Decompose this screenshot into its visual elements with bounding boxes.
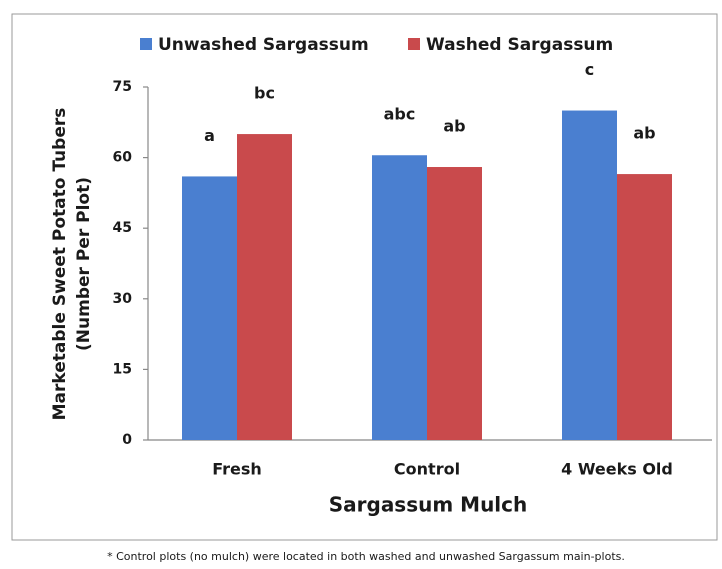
y-tick-label: 15 bbox=[113, 361, 132, 377]
x-tick-label: Control bbox=[394, 460, 460, 479]
y-tick-label: 75 bbox=[113, 79, 132, 95]
annotation: abc bbox=[384, 105, 416, 124]
legend-swatch bbox=[140, 38, 152, 50]
bar bbox=[427, 167, 482, 440]
legend-label: Unwashed Sargassum bbox=[158, 35, 369, 55]
bar bbox=[237, 134, 292, 441]
annotation: bc bbox=[254, 84, 275, 103]
legend-label: Washed Sargassum bbox=[426, 35, 613, 55]
bar bbox=[372, 155, 427, 440]
annotation: ab bbox=[443, 117, 465, 136]
footnote: * Control plots (no mulch) were located … bbox=[107, 550, 625, 563]
y-tick-label: 60 bbox=[113, 150, 133, 166]
x-axis-title: Sargassum Mulch bbox=[329, 493, 528, 517]
y-axis-title: Marketable Sweet Potato Tubers bbox=[50, 108, 70, 421]
annotation: c bbox=[585, 60, 594, 79]
y-tick-label: 0 bbox=[122, 432, 132, 448]
bar bbox=[182, 176, 237, 440]
x-tick-label: 4 Weeks Old bbox=[561, 460, 673, 479]
y-tick-label: 45 bbox=[113, 220, 132, 236]
annotation: a bbox=[204, 126, 215, 145]
y-tick-label: 30 bbox=[113, 291, 133, 307]
chart-border bbox=[11, 13, 718, 541]
bar bbox=[562, 110, 617, 441]
legend-swatch bbox=[408, 38, 420, 50]
annotation: ab bbox=[633, 124, 655, 143]
x-tick-label: Fresh bbox=[212, 460, 262, 479]
y-axis-title: (Number Per Plot) bbox=[74, 177, 94, 351]
bar bbox=[617, 174, 672, 440]
